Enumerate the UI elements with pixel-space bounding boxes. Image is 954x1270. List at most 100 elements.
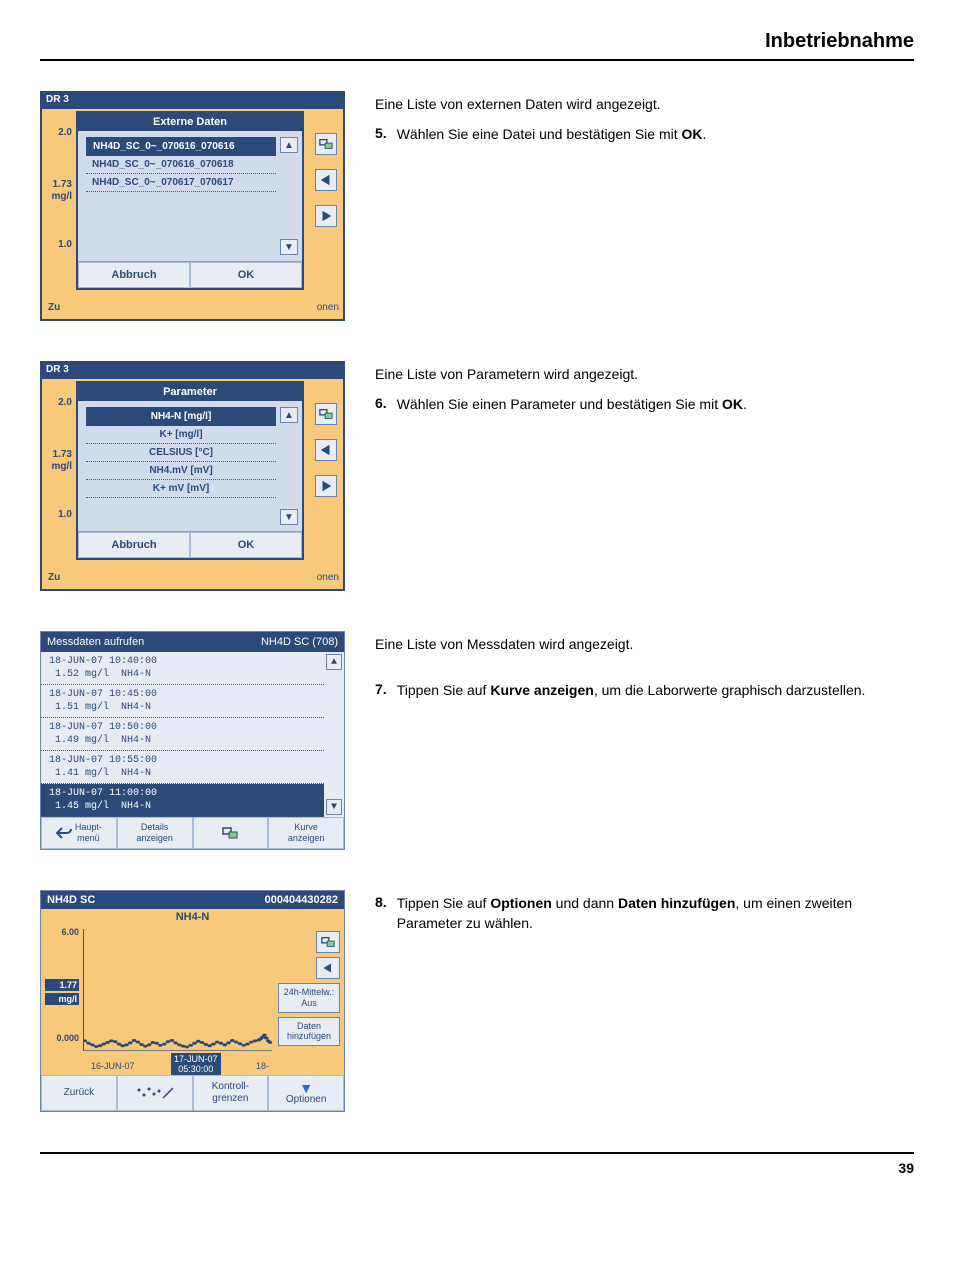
messdaten-title-right: NH4D SC (708) [261,636,338,648]
arrow-right-icon[interactable] [315,205,337,227]
ok-button[interactable]: OK [190,262,302,288]
x-label: 18- [256,1061,269,1071]
section-externe-daten: DR 3 2.0 1.73 mg/l 1.0 Zu onen Externe D… [40,91,914,321]
parameter-list-item[interactable]: NH4.mV [mV] [86,462,276,480]
scroll-down-icon[interactable]: ▼ [280,509,298,525]
measurement-row[interactable]: 18-JUN-07 10:40:00 1.52 mg/l NH4-N [41,652,324,685]
page-footer: 39 [40,1152,914,1176]
parameter-list-item[interactable]: K+ [mg/l] [86,426,276,444]
x-label: 16-JUN-07 [91,1061,135,1071]
kurve-anzeigen-button[interactable]: Kurve anzeigen [268,817,344,849]
y-label: 1.73 [42,179,72,190]
text: Tippen Sie auf [397,682,491,698]
ok-button[interactable]: OK [190,532,302,558]
text-bold: Kurve anzeigen [490,682,593,698]
y-label: 1.0 [42,239,72,250]
scatter-line-icon [135,1085,175,1101]
details-anzeigen-button[interactable]: Details anzeigen [117,817,193,849]
intro-text: Eine Liste von Messdaten wird angezeigt. [375,635,914,655]
chevron-down-icon: ▼ [299,1081,313,1095]
kontrollgrenzen-button[interactable]: Kontroll- grenzen [193,1075,269,1111]
arrow-right-icon[interactable] [315,475,337,497]
step-text: Wählen Sie eine Datei und bestätigen Sie… [397,125,914,145]
scatter-icon-button[interactable] [117,1075,193,1111]
pc-link-icon[interactable] [316,931,340,953]
measurement-row[interactable]: 18-JUN-07 11:00:00 1.45 mg/l NH4-N [41,784,324,817]
text: . [703,126,707,142]
text-bold: OK [722,396,743,412]
scroll-up-icon[interactable]: ▲ [280,407,298,423]
y-unit: mg/l [45,993,79,1005]
text: Tippen Sie auf [397,895,491,911]
y-label-bot: 0.000 [45,1033,79,1043]
step-number: 7. [375,681,387,701]
section-parameter: DR 3 2.0 1.73 mg/l 1.0 Zu onen Parameter… [40,361,914,591]
text-bold: OK [682,126,703,142]
y-label-top: 6.00 [45,927,79,937]
text-bold: Optionen [490,895,551,911]
back-arrow-icon [56,826,72,840]
y-label: 1.73 [42,449,72,460]
dialog-title: Parameter [78,383,302,401]
line-chart [83,929,272,1051]
measurement-row[interactable]: 18-JUN-07 10:45:00 1.51 mg/l NH4-N [41,685,324,718]
dialog-title: Externe Daten [78,113,302,131]
parameter-list-item[interactable]: NH4-N [mg/l] [86,407,276,426]
intro-text: Eine Liste von Parametern wird angezeigt… [375,365,914,385]
dialog-externe-daten: Externe Daten ▲ ▼ NH4D_SC_0~_070616_0706… [76,111,304,290]
pc-link-button[interactable] [193,817,269,849]
y-label: 1.0 [42,509,72,520]
button-label: Details anzeigen [136,822,173,844]
text: Wählen Sie eine Datei und bestätigen Sie… [397,126,682,142]
step-text: Wählen Sie einen Parameter und bestätige… [397,395,914,415]
page-title: Inbetriebnahme [40,30,914,61]
pc-link-icon [220,825,240,841]
x-label-selected: 17-JUN-07 05:30:00 [171,1053,221,1075]
messdaten-title-bar: Messdaten aufrufen NH4D SC (708) [41,632,344,652]
arrow-left-icon[interactable] [316,957,340,979]
graph-title-left: NH4D SC [47,894,95,906]
bg-fragment: onen [317,302,339,313]
y-unit: mg/l [42,461,72,472]
graph-title-right: 000404430282 [265,894,338,906]
file-list-item[interactable]: NH4D_SC_0~_070616_070616 [86,137,276,156]
step-text: Tippen Sie auf Optionen und dann Daten h… [397,894,914,933]
text: und dann [552,895,618,911]
cancel-button[interactable]: Abbruch [78,262,190,288]
pc-link-icon[interactable] [315,403,337,425]
scroll-up-icon[interactable]: ▲ [326,654,342,670]
text: , um die Laborwerte graphisch darzustell… [594,682,866,698]
arrow-left-icon[interactable] [315,169,337,191]
scroll-down-icon[interactable]: ▼ [280,239,298,255]
bg-fragment: Zu [48,572,60,583]
device-screenshot-4: NH4D SC 000404430282 NH4-N 6.00 1.77 mg/… [40,890,345,1112]
side-icon-bar [315,133,337,227]
arrow-left-icon[interactable] [315,439,337,461]
scroll-down-icon[interactable]: ▼ [326,799,342,815]
file-list-item[interactable]: NH4D_SC_0~_070616_070618 [86,156,276,174]
scroll-up-icon[interactable]: ▲ [280,137,298,153]
cancel-button[interactable]: Abbruch [78,532,190,558]
section-graph: NH4D SC 000404430282 NH4-N 6.00 1.77 mg/… [40,890,914,1112]
graph-title-bar: NH4D SC 000404430282 [41,891,344,909]
y-unit: mg/l [42,191,72,202]
step-number: 8. [375,894,387,933]
optionen-button[interactable]: ▼ Optionen [268,1075,344,1111]
daten-hinzufuegen-button[interactable]: Daten hinzufügen [278,1017,340,1047]
bg-fragment: onen [317,572,339,583]
parameter-list-item[interactable]: K+ mV [mV] [86,480,276,498]
section-messdaten: Messdaten aufrufen NH4D SC (708) ▲ ▼ 18-… [40,631,914,850]
measurement-row[interactable]: 18-JUN-07 10:55:00 1.41 mg/l NH4-N [41,751,324,784]
hauptmenu-button[interactable]: Haupt- menü [41,817,117,849]
file-list-item[interactable]: NH4D_SC_0~_070617_070617 [86,174,276,192]
chart-canvas [83,929,272,1051]
y-label: 2.0 [42,127,72,138]
y-label-mid: 1.77 [45,979,79,991]
zurueck-button[interactable]: Zurück [41,1075,117,1111]
mittelwert-button[interactable]: 24h-Mittelw.: Aus [278,983,340,1013]
measurement-row[interactable]: 18-JUN-07 10:50:00 1.49 mg/l NH4-N [41,718,324,751]
parameter-list-item[interactable]: CELSIUS [°C] [86,444,276,462]
pc-link-icon[interactable] [315,133,337,155]
dialog-parameter: Parameter ▲ ▼ NH4-N [mg/l]K+ [mg/l]CELSI… [76,381,304,560]
step-text: Tippen Sie auf Kurve anzeigen, um die La… [397,681,914,701]
